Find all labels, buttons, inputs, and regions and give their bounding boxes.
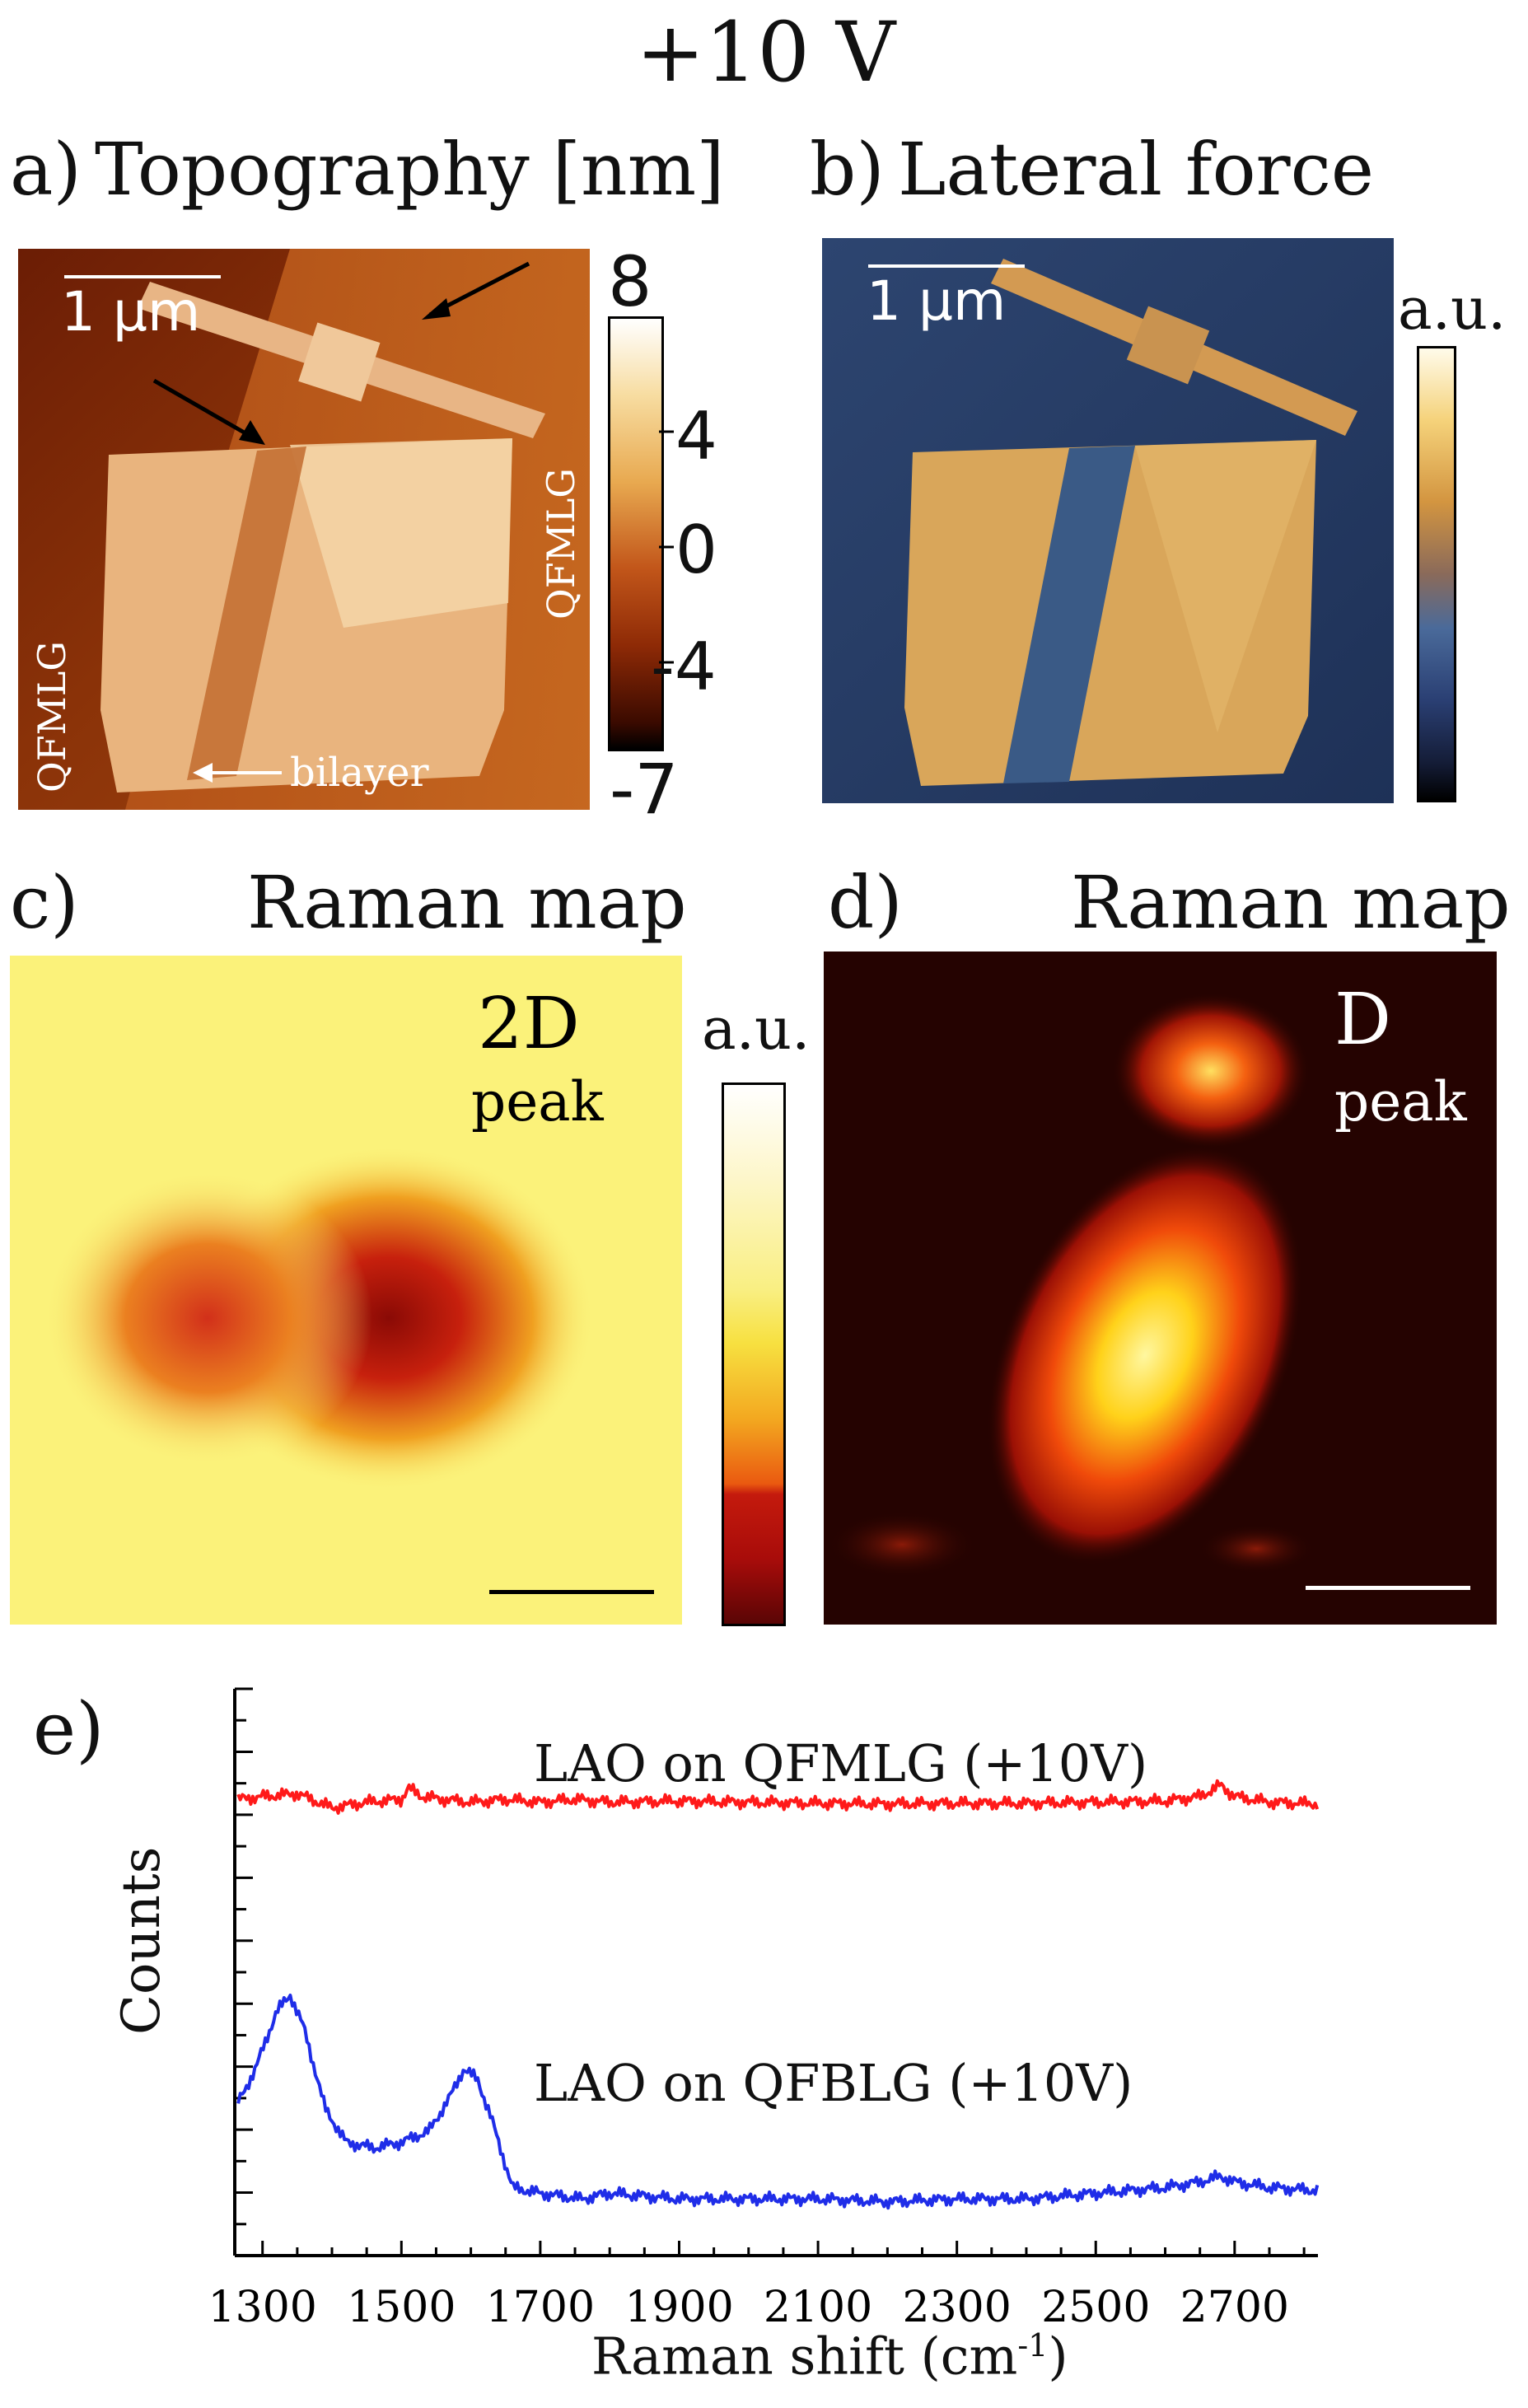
x-axis-label-sup: -1: [1017, 2327, 1049, 2364]
x-tick-label: 2300: [902, 2283, 1011, 2332]
topo-bilayer-label: bilayer: [290, 750, 429, 796]
x-tick-label: 1300: [208, 2283, 317, 2332]
topo-tick-8: 8: [608, 241, 652, 322]
lateral-force-image: 1 μm: [822, 238, 1394, 803]
x-tick-label: 2700: [1180, 2283, 1289, 2332]
panel-b-label: b): [810, 127, 885, 212]
raman-d-scale-bar: [1306, 1586, 1470, 1590]
topography-image: 1 μm QFMLG QFMLG bilayer: [18, 249, 590, 810]
raman-2d-peak-name: 2D: [478, 983, 580, 1065]
topo-qfmlg-left: QFMLG: [30, 640, 74, 793]
lf-scale-label: 1 μm: [867, 269, 1007, 333]
topo-scale-bar: [64, 275, 221, 278]
x-tick-label: 1900: [624, 2283, 733, 2332]
y-axis-label: Counts: [111, 1846, 172, 2036]
topo-tick-neg4: -4: [651, 629, 717, 705]
lf-bilayer-stripe: [1003, 446, 1135, 783]
raman-d-map: D peak: [824, 952, 1497, 1625]
topo-tick-neg7: -7: [610, 749, 679, 830]
figure-title: +10 V: [636, 4, 896, 101]
x-tick-label: 2500: [1041, 2283, 1150, 2332]
x-axis-label-text: Raman shift (cm: [591, 2326, 1018, 2387]
topo-scale-label: 1 μm: [61, 280, 201, 344]
lateral-force-image-svg: [822, 238, 1394, 803]
lf-scale-bar: [868, 264, 1025, 268]
x-tick-label: 2100: [764, 2283, 872, 2332]
topo-arrow-left: [152, 378, 259, 442]
series-line-qfmlg: [236, 1779, 1320, 1815]
x-tick-label: 1700: [486, 2283, 595, 2332]
raman-d-peak-word: peak: [1334, 1070, 1467, 1134]
series-label-qfmlg: LAO on QFMLG (+10V): [534, 1733, 1148, 1793]
topo-qfmlg-right: QFMLG: [539, 467, 583, 620]
panel-a-title: Topography [nm]: [95, 127, 725, 212]
series-line-qfblg: [236, 1994, 1320, 2210]
panel-d-title: Raman map: [1071, 860, 1511, 945]
topo-tick-0: 0: [675, 512, 717, 588]
raman-2d-colorbar-unit: a.u.: [702, 995, 811, 1063]
panel-b-title: Lateral force: [898, 127, 1374, 212]
topography-image-svg: [18, 249, 590, 810]
raman-d-map-svg: [828, 993, 1470, 1590]
lf-colorbar-unit: a.u.: [1398, 275, 1507, 343]
x-axis-label-close: ): [1048, 2326, 1068, 2387]
x-axis-label: Raman shift (cm-1): [591, 2330, 1068, 2382]
raman-2d-peak-word: peak: [471, 1070, 604, 1134]
topo-colorbar-ticks: [659, 430, 674, 664]
series-label-qfblg: LAO on QFBLG (+10V): [534, 2053, 1133, 2113]
panel-a-label: a): [10, 127, 82, 212]
raman-2d-scale-bar: [489, 1590, 654, 1594]
topo-bilayer-stripe: [187, 447, 306, 780]
topo-tick-4: 4: [675, 398, 717, 475]
x-tick-label: 1500: [347, 2283, 456, 2332]
lf-colorbar: [1417, 346, 1456, 802]
raman-d-peak-name: D: [1334, 979, 1391, 1061]
raman-2d-map-svg: [43, 1145, 654, 1594]
panel-d-label: d): [828, 860, 903, 945]
panel-c-label: c): [10, 860, 79, 945]
raman-2d-map: 2D peak: [10, 956, 682, 1625]
topo-colorbar: [608, 316, 664, 751]
panel-e-label: e): [33, 1686, 105, 1771]
raman-2d-colorbar: [722, 1082, 786, 1626]
raman-spectra-chart: 1300 1500 1700 1900 2100 2300 2500 2700: [208, 1687, 1320, 2332]
panel-c-title: Raman map: [247, 860, 687, 945]
